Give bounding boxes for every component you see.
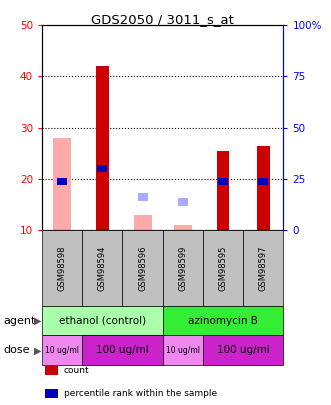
Text: GDS2050 / 3011_s_at: GDS2050 / 3011_s_at [91,13,234,26]
Text: 10 ug/ml: 10 ug/ml [166,346,200,355]
Text: azinomycin B: azinomycin B [188,315,258,326]
Bar [57,177,67,185]
Text: GSM98596: GSM98596 [138,245,147,291]
Text: dose: dose [3,345,30,355]
Text: ▶: ▶ [34,345,42,355]
Text: count: count [64,366,89,375]
Bar [138,193,148,200]
Bar [178,198,188,206]
Bar [134,215,152,230]
Text: GSM98595: GSM98595 [218,245,227,291]
Bar [97,165,107,173]
Text: ▶: ▶ [34,315,42,326]
Text: percentile rank within the sample: percentile rank within the sample [64,389,217,398]
Bar [258,177,268,185]
Text: agent: agent [3,315,36,326]
Text: 10 ug/ml: 10 ug/ml [45,346,79,355]
Bar [53,138,71,230]
Text: GSM98594: GSM98594 [98,245,107,291]
Text: GSM98598: GSM98598 [58,245,67,291]
Bar [257,145,270,230]
Bar [216,151,229,230]
Text: ethanol (control): ethanol (control) [59,315,146,326]
Text: GSM98597: GSM98597 [259,245,268,291]
Bar [218,177,228,185]
Text: 100 ug/ml: 100 ug/ml [217,345,269,355]
Bar [96,66,109,230]
Bar [174,225,192,230]
Text: GSM98599: GSM98599 [178,245,187,291]
Text: 100 ug/ml: 100 ug/ml [96,345,149,355]
